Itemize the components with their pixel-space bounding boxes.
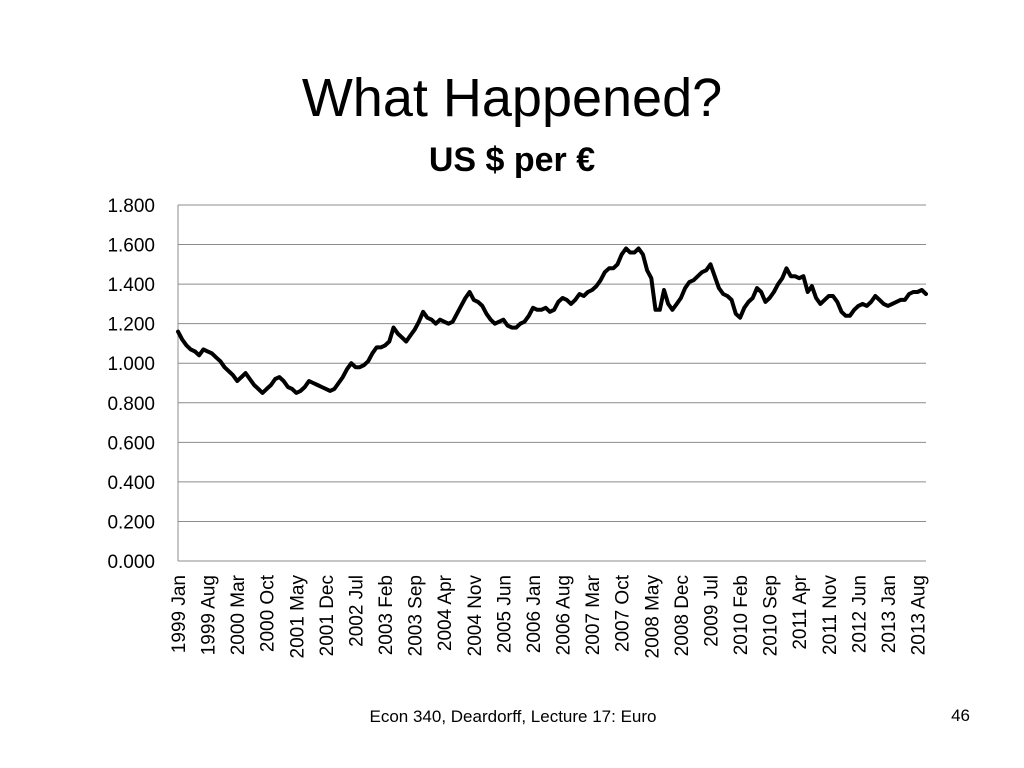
chart-title: US $ per € [429, 141, 595, 179]
series-line [176, 246, 928, 395]
y-tick-label: 1.400 [107, 275, 155, 296]
x-tick-label: 2001 May [287, 575, 308, 659]
x-tick-label: 2000 Mar [228, 574, 249, 655]
x-tick-label: 2008 May [642, 575, 663, 659]
x-tick-label: 2006 Jan [524, 575, 545, 653]
y-tick-label: 1.000 [107, 354, 155, 375]
y-tick-label: 0.800 [107, 394, 155, 415]
slide-title: What Happened? [301, 68, 723, 128]
y-tick-label: 1.200 [107, 315, 155, 336]
x-tick-label: 2005 Jun [494, 575, 515, 653]
y-tick-label: 0.200 [107, 512, 155, 533]
x-tick-label: 2009 Jul [701, 575, 722, 647]
x-tick-label: 2006 Aug [554, 575, 575, 655]
x-tick-label: 2010 Feb [731, 575, 752, 655]
x-tick-label: 2003 Sep [406, 575, 427, 656]
x-tick-label: 2000 Oct [258, 574, 279, 652]
x-tick-label: 2008 Dec [672, 575, 693, 656]
x-tick-label: 2012 Jun [849, 575, 870, 653]
gridlines [177, 204, 926, 562]
x-tick-label: 2013 Jan [879, 575, 900, 653]
y-tick-label: 1.800 [107, 196, 155, 217]
y-axis-tick-labels: 0.000 0.200 0.400 0.600 0.800 1.000 1.200 1.400… [107, 196, 155, 573]
x-tick-label: 2002 Jul [346, 575, 367, 647]
x-tick-label: 2003 Feb [376, 575, 397, 655]
page-number: 46 [951, 706, 970, 725]
x-tick-label: 2013 Aug [909, 575, 930, 655]
x-tick-label: 2004 Nov [465, 575, 486, 657]
y-tick-label: 0.600 [107, 433, 155, 454]
slide-footer: Econ 340, Deardorff, Lecture 17: Euro [369, 707, 657, 726]
x-tick-label: 2011 Nov [820, 575, 841, 655]
y-tick-label: 0.400 [107, 473, 155, 494]
x-tick-label: 1999 Aug [199, 575, 220, 655]
x-tick-label: 2004 Apr [435, 574, 456, 651]
x-tick-label: 2010 Sep [761, 575, 782, 656]
y-tick-label: 0.000 [107, 552, 155, 573]
x-tick-label: 2007 Mar [583, 574, 604, 655]
y-tick-label: 1.600 [107, 236, 155, 257]
series-layer [176, 246, 928, 395]
x-tick-label: 1999 Jan [169, 575, 190, 653]
x-axis-tick-labels: 1999 Jan 1999 Aug 2000 Mar 2000 Oct 2001 May… [169, 574, 930, 658]
x-tick-label: 2007 Oct [613, 574, 634, 652]
x-tick-label: 2011 Apr [790, 574, 811, 649]
x-tick-label: 2001 Dec [317, 575, 338, 656]
